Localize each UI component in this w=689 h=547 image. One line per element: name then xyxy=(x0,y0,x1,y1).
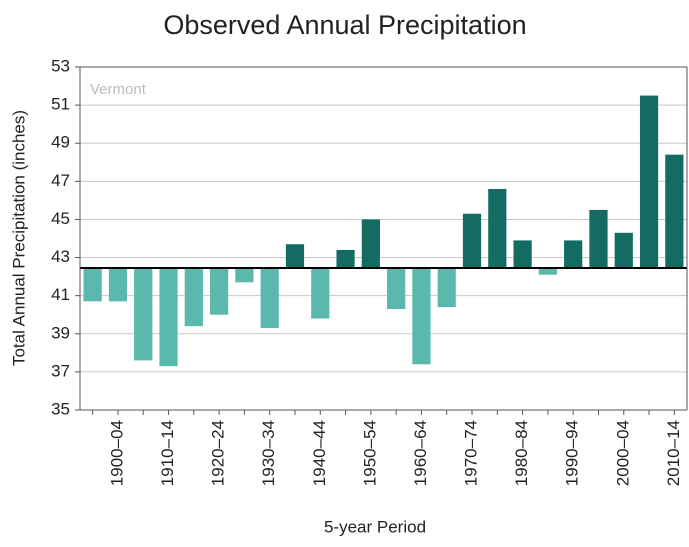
bar xyxy=(235,268,254,283)
bar xyxy=(665,154,684,269)
y-tick-label: 51 xyxy=(51,95,70,114)
bar xyxy=(184,268,203,327)
chart-title: Observed Annual Precipitation xyxy=(163,10,526,40)
x-tick-label: 1980–84 xyxy=(512,420,531,486)
annotation: Vermont xyxy=(90,81,147,98)
y-tick-label: 43 xyxy=(51,247,70,266)
bar xyxy=(260,268,279,329)
bar xyxy=(159,268,178,367)
bar xyxy=(614,232,633,269)
y-tick-label: 41 xyxy=(51,285,70,304)
bar xyxy=(209,268,229,315)
bar xyxy=(437,268,456,308)
bar xyxy=(564,240,583,269)
bar xyxy=(336,249,355,269)
y-tick-label: 37 xyxy=(51,361,70,380)
x-tick-label: 1950–54 xyxy=(360,420,379,486)
y-tick-label: 49 xyxy=(51,133,70,152)
x-tick-label: 1930–34 xyxy=(259,420,278,486)
x-tick-label: 2000–04 xyxy=(613,420,632,486)
bar xyxy=(462,213,482,269)
x-tick-label: 1940–44 xyxy=(310,420,329,486)
x-tick-label: 1960–64 xyxy=(411,420,430,486)
x-tick-label: 1970–74 xyxy=(462,420,481,486)
y-tick-label: 47 xyxy=(51,171,70,190)
y-axis-label: Total Annual Precipitation (inches) xyxy=(9,110,28,366)
bar xyxy=(311,268,330,319)
bar xyxy=(639,95,659,269)
bar xyxy=(387,268,406,310)
x-tick-label: 1990–94 xyxy=(563,420,582,486)
x-tick-label: 1910–14 xyxy=(158,420,177,486)
y-tick-label: 35 xyxy=(51,399,70,418)
bar xyxy=(488,188,507,269)
bar xyxy=(589,209,608,269)
bar xyxy=(513,240,532,269)
x-tick-label: 2010–14 xyxy=(664,420,683,486)
x-tick-label: 1920–24 xyxy=(209,420,228,486)
y-tick-label: 53 xyxy=(51,56,70,75)
bar xyxy=(134,268,153,361)
x-axis-label: 5-year Period xyxy=(324,517,426,536)
y-tick-label: 45 xyxy=(51,209,70,228)
bar xyxy=(538,268,558,275)
bar xyxy=(108,268,128,302)
x-tick-label: 1900–04 xyxy=(107,420,126,486)
y-tick-label: 39 xyxy=(51,323,70,342)
bar xyxy=(361,219,380,269)
bar xyxy=(285,244,305,269)
bar xyxy=(412,268,431,365)
bar xyxy=(83,268,102,302)
